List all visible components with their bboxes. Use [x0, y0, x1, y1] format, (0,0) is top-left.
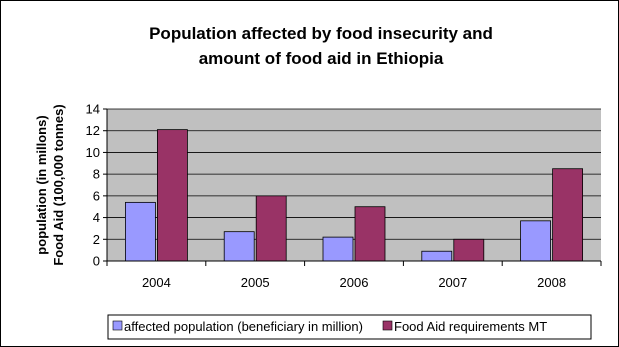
bar-food-aid: [156, 129, 188, 262]
y-axis-label-line-2: Food Aid (100,000 tonnes): [51, 104, 66, 265]
plot-area: [107, 109, 601, 261]
bar-food-aid: [453, 238, 485, 262]
chart-title-line-2: amount of food aid in Ethiopia: [199, 49, 444, 68]
x-tick-label: 2005: [241, 275, 270, 290]
legend-swatch-affected-population: [112, 320, 123, 331]
x-tick-label: 2007: [438, 275, 467, 290]
y-tick-label: 10: [86, 145, 100, 160]
bar-food-aid: [354, 206, 386, 262]
bar-affected-population: [421, 250, 453, 262]
bar-food-aid: [552, 168, 583, 262]
bar-affected-population: [322, 236, 354, 262]
gridlines: [107, 108, 601, 240]
x-tick-label: 2008: [537, 275, 566, 290]
bar-food-aid: [255, 195, 287, 262]
y-tick-label: 2: [93, 232, 100, 247]
legend-box: [107, 314, 592, 340]
bar-affected-population: [125, 201, 156, 262]
y-tick-label: 6: [93, 188, 100, 203]
y-tick-label: 4: [93, 210, 100, 225]
chart-title-line-1: Population affected by food insecurity a…: [149, 24, 493, 43]
bar-affected-population: [520, 220, 551, 262]
y-tick-label: 12: [86, 123, 100, 138]
legend-label-affected-population: affected population (beneficiary in mill…: [124, 319, 363, 334]
y-tick-label: 0: [93, 254, 100, 269]
y-axis-label-line-1: population (in millons): [34, 115, 49, 254]
legend-swatch-food-aid: [382, 320, 393, 331]
y-tick-label: 8: [93, 167, 100, 182]
y-tick-labels: 0 2 4 6 8 10 12 14: [86, 102, 100, 269]
x-tick-labels: 2004 2005 2006 2007 2008: [142, 275, 566, 290]
x-tick-label: 2006: [340, 275, 369, 290]
axes: [103, 108, 602, 266]
bar-affected-population: [223, 231, 255, 262]
y-tick-label: 14: [86, 102, 100, 117]
x-tick-label: 2004: [142, 275, 171, 290]
legend-label-food-aid: Food Aid requirements MT: [394, 319, 547, 334]
